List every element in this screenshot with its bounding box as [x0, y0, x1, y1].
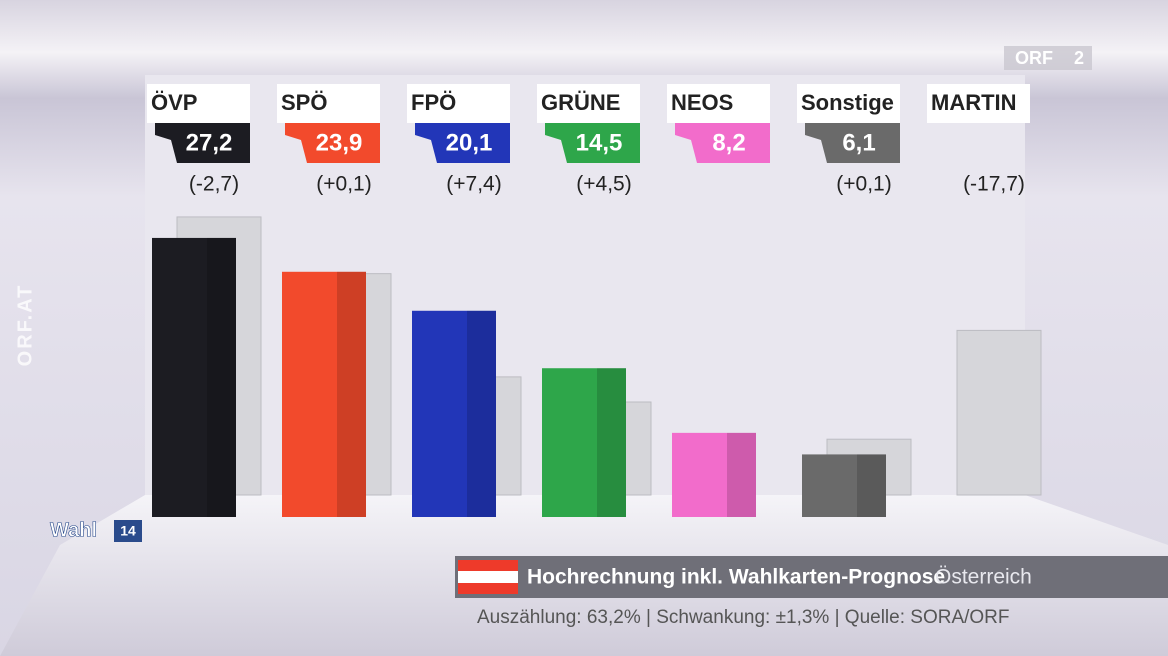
category-label: FPÖ [411, 90, 456, 115]
change-label: (+4,5) [576, 173, 631, 196]
previous-bar [956, 329, 1042, 496]
label-box [927, 84, 1030, 123]
category-label: MARTIN [931, 90, 1017, 115]
footer-note: Auszählung: 63,2% | Schwankung: ±1,3% | … [477, 607, 1010, 628]
value-tag [805, 123, 900, 163]
flag-stripe [458, 560, 518, 571]
bar [412, 310, 496, 517]
label-box [797, 84, 900, 123]
bar-shade [337, 271, 366, 517]
bar-shade [207, 237, 236, 518]
value-tag [675, 123, 770, 163]
value-label: 20,1 [446, 129, 493, 156]
show-year-box [114, 520, 142, 542]
label-box [407, 84, 510, 123]
category-label: ÖVP [151, 90, 197, 115]
change-label: (-2,7) [189, 173, 239, 196]
bar-shade [597, 368, 626, 517]
change-label: (+0,1) [836, 173, 891, 196]
bar [802, 454, 886, 517]
show-logo: Wahl [50, 519, 97, 541]
value-label: 6,1 [842, 129, 875, 156]
flag-stripe [458, 583, 518, 594]
label-box [277, 84, 380, 123]
footer-title: Hochrechnung inkl. Wahlkarten-Prognose [527, 566, 945, 589]
bar-shade [467, 310, 496, 517]
label-box [147, 84, 250, 123]
value-tag [545, 123, 640, 163]
bar [542, 368, 626, 517]
change-label: (+0,1) [316, 173, 371, 196]
value-tag [415, 123, 510, 163]
change-label: (-17,7) [963, 173, 1025, 196]
channel-number: 2 [1074, 48, 1084, 68]
value-label: 27,2 [186, 129, 233, 156]
change-label: (+7,4) [446, 173, 501, 196]
category-label: NEOS [671, 90, 733, 115]
website: ORF.AT [14, 284, 36, 367]
footer-bar [455, 556, 1168, 598]
label-box [537, 84, 640, 123]
value-tag [155, 123, 250, 163]
bar-shade [857, 454, 886, 517]
category-label: Sonstige [801, 90, 894, 115]
bar [282, 271, 366, 517]
value-label: 14,5 [576, 129, 623, 156]
value-tag [285, 123, 380, 163]
value-label: 8,2 [712, 129, 745, 156]
bar-shade [727, 432, 756, 517]
category-label: SPÖ [281, 90, 327, 115]
show-year: 14 [120, 523, 136, 539]
value-label: 23,9 [316, 129, 363, 156]
bar [672, 432, 756, 517]
bar [152, 237, 236, 518]
category-label: GRÜNE [541, 90, 620, 115]
label-box [667, 84, 770, 123]
footer-region: Österreich [935, 566, 1032, 589]
logo-box [1004, 46, 1092, 70]
channel-logo: ORF [1015, 48, 1053, 68]
